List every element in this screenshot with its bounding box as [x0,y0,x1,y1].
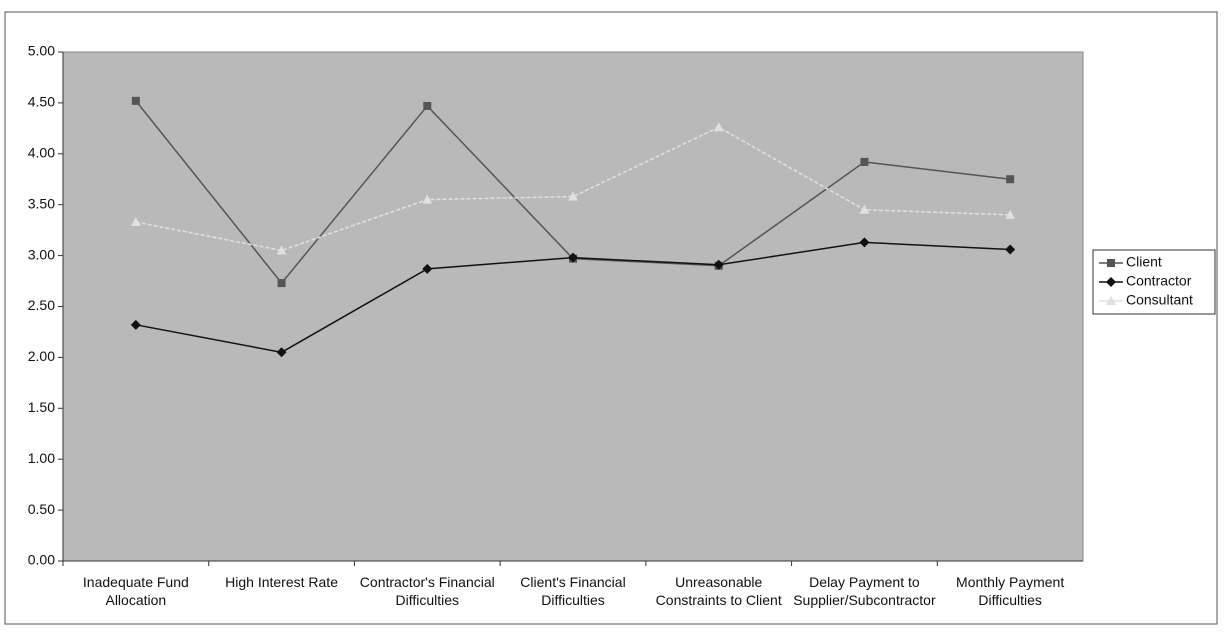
marker [423,101,432,110]
y-tick-label: 1.00 [28,450,55,466]
y-tick-label: 0.00 [28,552,55,568]
marker [568,252,578,263]
marker [130,319,141,330]
x-tick-label: Client's Financial Difficulties [520,574,626,608]
legend-label: Consultant [1126,292,1193,308]
marker [859,237,870,248]
marker [1106,296,1116,305]
marker [276,245,287,255]
y-tick-label: 4.50 [28,94,55,110]
marker [1006,175,1015,184]
x-tick-label: Inadequate Fund Allocation [82,574,189,608]
x-tick-label: Contractor's Financial Difficulties [359,574,495,608]
y-tick-label: 2.00 [28,348,55,364]
marker [713,122,724,132]
y-tick-label: 5.00 [28,43,55,59]
marker [1005,244,1016,255]
marker [1005,209,1016,219]
x-tick-label: Delay Payment to Supplier/Subcontractor [793,574,936,608]
legend-label: Client [1126,254,1162,270]
marker [568,191,578,201]
marker [276,347,287,358]
marker [713,259,724,270]
legend-label: Contractor [1126,273,1192,289]
marker [130,217,141,227]
x-tick-label: Monthly Payment Difficulties [956,574,1065,608]
x-tick-label: High Interest Rate [225,574,338,590]
y-tick-label: 1.50 [28,399,55,415]
y-tick-label: 2.50 [28,297,55,313]
y-tick-label: 3.50 [28,195,55,211]
y-tick-label: 4.00 [28,145,55,161]
marker [1106,277,1116,287]
marker [277,279,286,288]
marker [422,263,433,274]
plot-area [62,51,1084,562]
marker [1107,259,1115,267]
y-tick-label: 3.00 [28,246,55,262]
marker [859,204,870,214]
marker [422,194,433,204]
x-tick-label: Unreasonable Constraints to Client [655,574,782,608]
y-tick-label: 0.50 [28,501,55,517]
marker [131,96,140,105]
marker [860,157,869,166]
